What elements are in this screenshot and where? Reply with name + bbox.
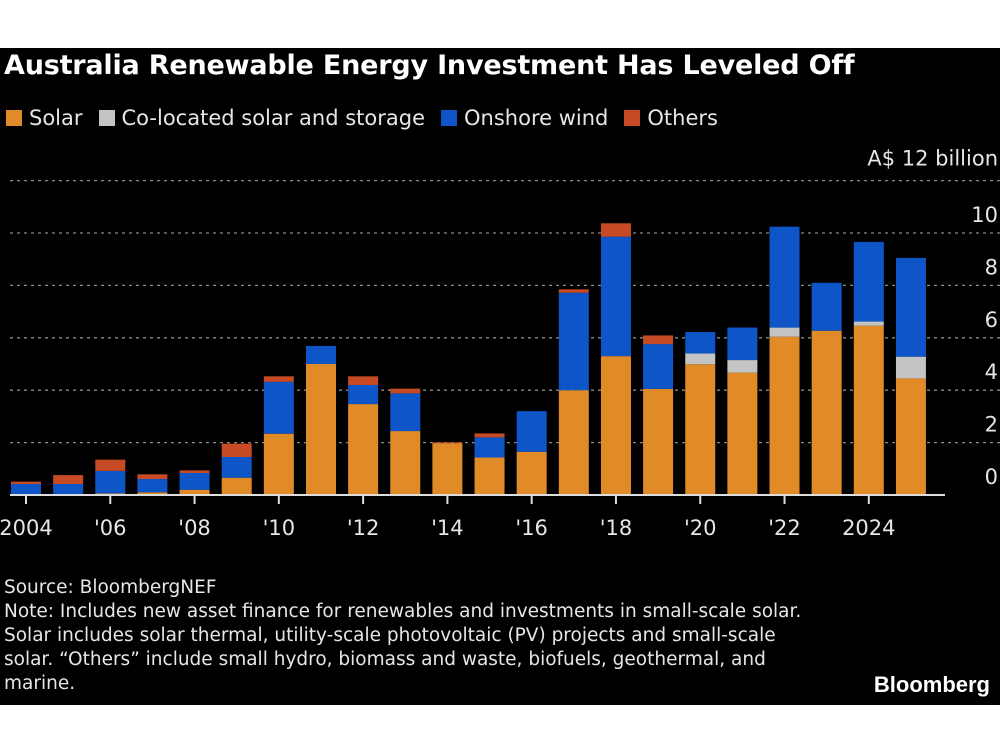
bar-onshore-wind-2015 [474,437,505,458]
x-tick-label: 2004 [0,516,53,540]
bar-onshore-wind-2022 [769,226,800,328]
bar-onshore-wind-2023 [811,282,842,331]
bar-solar-2008 [179,489,210,495]
note-text: Note: Includes new asset finance for ren… [4,601,802,694]
bar-onshore-wind-2020 [685,332,716,354]
x-tick-label: '18 [600,516,633,540]
bar-solar-2017 [558,390,589,495]
x-tick-label: '16 [515,516,548,540]
bar-chart: 0 2 4 6 8 10 A$ 12 billion 2004 '06 '08 '10 '12 '14 '… [0,147,1000,540]
legend-item-solar: Solar [6,106,83,130]
x-tick-label: '06 [94,516,127,540]
bar-others-2014 [432,442,463,444]
bar-solar-2012 [348,404,379,495]
legend-label: Solar [29,106,83,130]
bar-solar-2025 [895,378,926,495]
y-unit-label: A$ 12 billion [867,147,998,171]
bar-onshore-wind-2007 [137,479,168,493]
x-tick-label: '14 [431,516,464,540]
bar-solar-2020 [685,364,716,495]
legend-swatch [98,110,115,126]
bar-others-2004 [11,481,41,484]
bar-onshore-wind-2024 [853,241,884,322]
bar-solar-2007 [137,492,168,495]
bar-solar-2010 [263,433,294,495]
bar-others-2017 [558,289,589,293]
bar-onshore-wind-2006 [95,470,126,494]
bar-onshore-wind-2005 [53,483,84,494]
bar-onshore-wind-2008 [179,472,210,490]
legend-swatch [441,110,458,126]
legend-swatch [624,110,641,126]
legend-label: Others [647,106,718,130]
bar-onshore-wind-2018 [600,236,631,357]
y-tick-label: 8 [985,255,998,279]
y-tick-label: 10 [971,203,998,227]
bar-onshore-wind-2017 [558,292,589,391]
legend-swatch [6,110,22,126]
bar-onshore-wind-2019 [643,344,674,389]
bar-others-2013 [390,388,421,394]
bloomberg-logo: Bloomberg [873,672,990,697]
bar-others-2007 [137,474,168,480]
x-tick-label: '12 [347,516,380,540]
bar-others-2006 [95,459,126,471]
x-tick-label: '22 [768,516,801,540]
y-tick-label: 2 [985,413,998,437]
bar-co-located-solar-and-storage-2024 [853,321,884,326]
x-tick-label: '08 [178,516,211,540]
bar-others-2010 [263,376,294,382]
bar-solar-2011 [305,364,336,495]
bar-solar-2019 [643,388,674,495]
y-tick-label: 0 [985,465,998,489]
bar-co-located-solar-and-storage-2022 [769,327,800,337]
bar-others-2012 [348,376,379,385]
bar-solar-2023 [811,330,842,495]
bar-solar-2009 [221,477,252,495]
bar-onshore-wind-2012 [348,384,379,405]
bar-co-located-solar-and-storage-2021 [727,360,758,373]
bar-others-2009 [221,443,252,458]
footer: Source: BloombergNEF Note: Includes new … [4,576,824,696]
chart-title: Australia Renewable Energy Investment Ha… [4,50,855,81]
legend-label: Onshore wind [464,106,609,130]
bar-solar-2021 [727,372,758,495]
bar-solar-2016 [516,451,547,495]
source-text: Source: BloombergNEF [4,577,217,598]
legend-item-co-located: Co-located solar and storage [98,106,426,130]
bar-onshore-wind-2013 [390,393,421,432]
bar-others-2015 [474,433,505,438]
bar-onshore-wind-2010 [263,381,294,434]
bar-onshore-wind-2011 [305,345,336,364]
bar-onshore-wind-2016 [516,411,547,452]
legend-label: Co-located solar and storage [121,106,426,130]
legend-item-onshore-wind: Onshore wind [441,106,608,130]
x-tick-label: '20 [684,516,717,540]
y-tick-label: 4 [985,360,998,384]
bar-onshore-wind-2004 [11,483,41,495]
y-tick-label: 6 [985,308,998,332]
bar-solar-2024 [853,325,884,495]
bar-onshore-wind-2021 [727,327,758,361]
bar-others-2019 [643,335,674,345]
x-tick-label: 2024 [842,516,895,540]
legend-item-others: Others [624,106,718,130]
x-tick-label: '10 [263,516,296,540]
bar-others-2005 [53,475,84,484]
bar-onshore-wind-2009 [221,457,252,478]
legend: Solar Co-located solar and storage Onsho… [6,106,718,130]
bar-solar-2018 [600,356,631,495]
bar-solar-2022 [769,336,800,495]
bar-onshore-wind-2025 [895,257,926,357]
bar-co-located-solar-and-storage-2020 [685,353,716,365]
bar-solar-2015 [474,457,505,495]
bar-solar-2013 [390,431,421,495]
bar-co-located-solar-and-storage-2025 [895,356,926,379]
bar-solar-2014 [432,443,463,495]
bar-others-2008 [179,470,210,473]
bar-others-2018 [600,223,631,237]
